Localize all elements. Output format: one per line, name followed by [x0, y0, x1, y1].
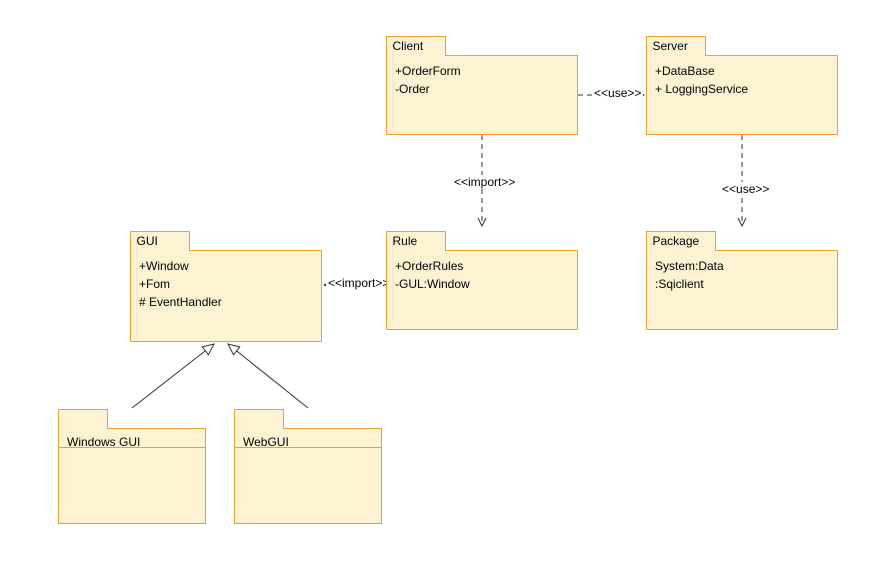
attr-line: +OrderRules	[395, 257, 569, 275]
edge-label-client-rule: <<import>>	[452, 175, 517, 189]
attr-line: :Sqiclient	[655, 275, 829, 293]
attr-line: System:Data	[655, 257, 829, 275]
package-server[interactable]: Server +DataBase + LoggingService	[646, 55, 838, 135]
package-gui[interactable]: GUI +Window +Fom # EventHandler	[130, 250, 322, 342]
edge-label-rule-gui: <<import>>	[326, 276, 391, 290]
attr-line: +OrderForm	[395, 62, 569, 80]
package-label: WebGUI	[243, 433, 289, 451]
attr-line: +Fom	[139, 275, 313, 293]
package-rule[interactable]: Rule +OrderRules -GUL:Window	[386, 250, 578, 330]
package-body: +OrderRules -GUL:Window	[387, 251, 577, 299]
package-windowsgui[interactable]: Windows GUI	[58, 428, 206, 524]
package-body: System:Data :Sqiclient	[647, 251, 837, 299]
package-body: Windows GUI	[59, 447, 205, 460]
package-webgui[interactable]: WebGUI	[234, 428, 382, 524]
package-body: +Window +Fom # EventHandler	[131, 251, 321, 317]
edge-windowsgui-gui	[132, 344, 214, 408]
package-package[interactable]: Package System:Data :Sqiclient	[646, 250, 838, 330]
attr-line: +DataBase	[655, 62, 829, 80]
attr-line: -GUL:Window	[395, 275, 569, 293]
attr-line: +Window	[139, 257, 313, 275]
package-title: Package	[653, 234, 700, 248]
diagram-canvas: <<use>> <<import>> <<use>> <<import>> Cl…	[0, 0, 872, 570]
package-title: GUI	[137, 234, 158, 248]
package-title: Rule	[393, 234, 418, 248]
package-body: +DataBase + LoggingService	[647, 56, 837, 104]
package-body: WebGUI	[235, 447, 381, 460]
package-title: Client	[393, 39, 424, 53]
attr-line: # EventHandler	[139, 293, 313, 311]
edge-label-server-package: <<use>>	[720, 182, 771, 196]
package-client[interactable]: Client +OrderForm -Order	[386, 55, 578, 135]
package-label: Windows GUI	[67, 433, 140, 451]
package-body: +OrderForm -Order	[387, 56, 577, 104]
edge-label-client-server: <<use>>	[592, 86, 643, 100]
package-title: Server	[653, 39, 688, 53]
attr-line: + LoggingService	[655, 80, 829, 98]
attr-line: -Order	[395, 80, 569, 98]
edge-webgui-gui	[228, 344, 308, 408]
